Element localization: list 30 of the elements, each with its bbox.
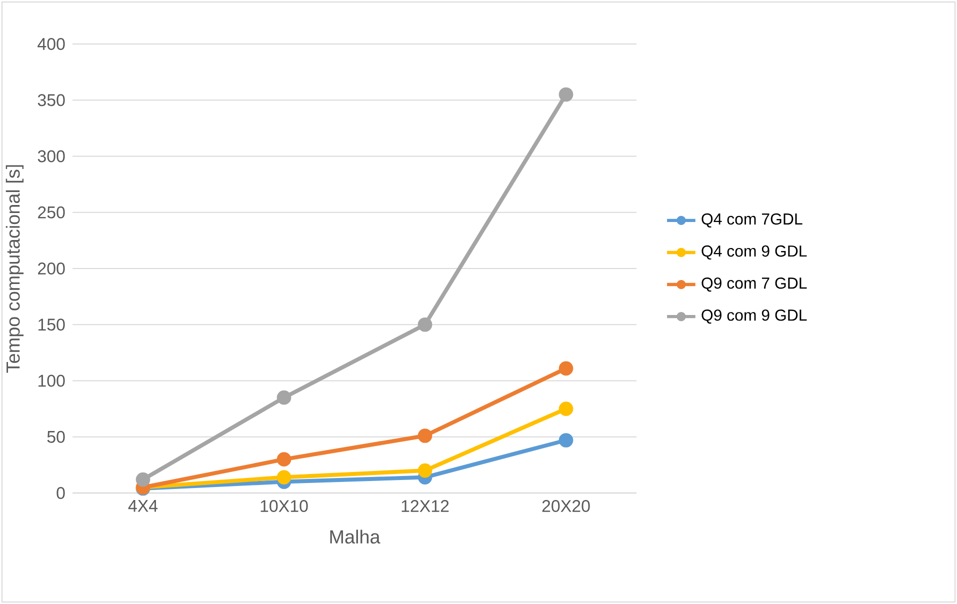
point [418,428,432,443]
legend-label: Q9 com 7 GDL [702,277,807,292]
point [276,470,292,484]
y-axis-title: Tempo computacional [s] [6,165,24,373]
point [418,317,432,332]
x-tick-label: 10X10 [260,500,308,512]
y-tick-label: 150 [38,318,65,331]
point [558,361,574,376]
point [276,390,292,405]
legend-label: Q9 com 9 GDL [702,310,807,324]
y-tick-label: 350 [38,94,65,106]
x-tick-label: 4X4 [128,500,158,512]
x-axis-title: Malha [330,530,380,544]
point [136,472,150,487]
y-tick-label: 200 [38,262,65,274]
point [276,452,292,467]
legend-label: Q4 com 7GDL [702,213,802,228]
y-tick-label: 100 [38,374,65,387]
y-tick-label: 250 [38,206,65,218]
y-tick-label: 0 [56,487,65,499]
point [558,402,574,416]
y-tick-label: 400 [38,38,65,50]
x-tick-label: 12X12 [402,500,449,512]
x-tick-label: 20X20 [542,500,590,512]
legend-label: Q4 com 9 GDL [702,245,807,260]
point [418,463,432,478]
point [558,433,574,448]
y-tick-label: 300 [38,150,65,162]
point [558,87,574,102]
y-tick-label: 50 [47,430,65,443]
